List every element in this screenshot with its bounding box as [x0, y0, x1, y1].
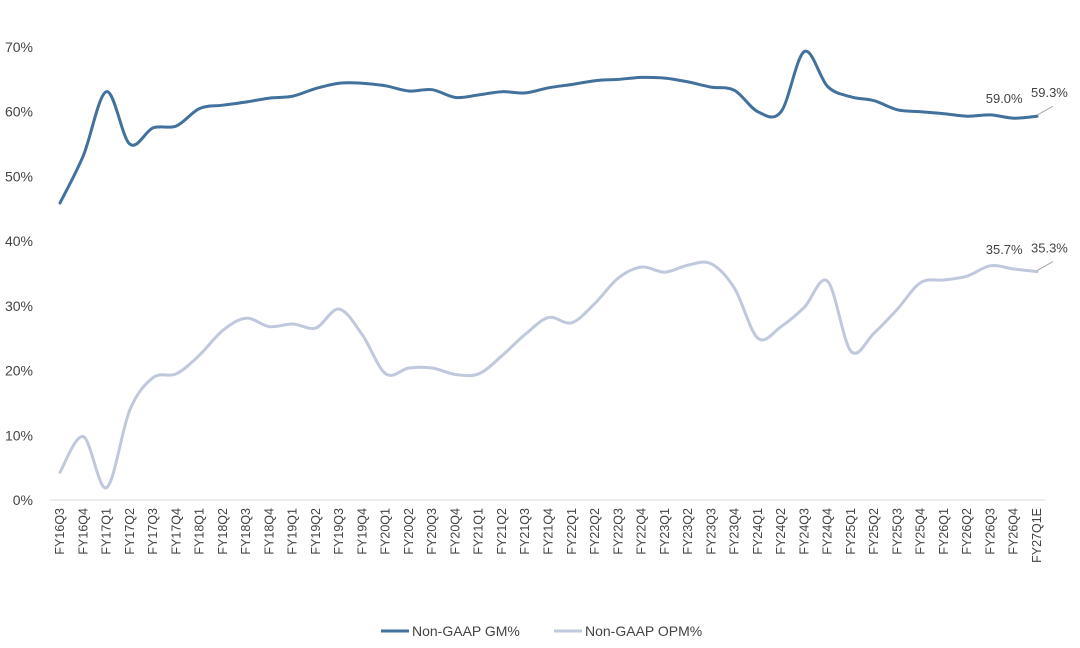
x-tick-label: FY23Q2 — [681, 508, 695, 555]
data-label-opm: 35.3% — [1031, 241, 1068, 256]
y-tick-label: 30% — [5, 298, 33, 314]
x-tick-label: FY21Q3 — [518, 508, 532, 555]
x-tick-label: FY22Q4 — [635, 508, 649, 555]
data-label-leader — [1036, 105, 1054, 116]
y-tick-label: 50% — [5, 168, 33, 184]
legend-label-gm: Non-GAAP GM% — [412, 623, 520, 639]
data-label-leader — [1036, 261, 1054, 271]
data-label-gm: 59.3% — [1031, 85, 1068, 100]
x-tick-label: FY22Q1 — [565, 508, 579, 555]
x-tick-label: FY22Q3 — [611, 508, 625, 555]
x-tick-label: FY25Q4 — [914, 508, 928, 555]
x-tick-label: FY24Q1 — [751, 508, 765, 555]
x-tick-label: FY25Q3 — [890, 508, 904, 555]
x-tick-label: FY23Q3 — [704, 508, 718, 555]
y-axis: 0% 10% 20% 30% 40% 50% 60% 70% — [5, 39, 33, 508]
x-tick-label: FY24Q3 — [797, 508, 811, 555]
data-label-gm: 59.0% — [986, 91, 1023, 106]
legend-label-opm: Non-GAAP OPM% — [585, 623, 702, 639]
x-tick-label: FY17Q1 — [100, 508, 114, 555]
x-tick-label: FY25Q1 — [844, 508, 858, 555]
legend-item-gm: Non-GAAP GM% — [381, 623, 520, 639]
y-tick-label: 40% — [5, 233, 33, 249]
y-tick-label: 20% — [5, 363, 33, 379]
series-line-opm — [58, 260, 1039, 490]
x-tick-label: FY23Q1 — [658, 508, 672, 555]
series-layer — [58, 49, 1039, 490]
x-tick-label: FY26Q4 — [1007, 508, 1021, 555]
x-tick-label: FY19Q4 — [355, 508, 369, 555]
x-tick-label: FY18Q4 — [262, 508, 276, 555]
x-tick-label: FY20Q2 — [402, 508, 416, 555]
x-tick-label: FY18Q1 — [193, 508, 207, 555]
x-tick-label: FY21Q4 — [542, 508, 556, 555]
x-tick-label: FY24Q4 — [821, 508, 835, 555]
x-tick-label: FY27Q1E — [1030, 508, 1044, 563]
x-tick-label: FY18Q3 — [239, 508, 253, 555]
x-tick-label: FY21Q1 — [472, 508, 486, 555]
x-tick-label: FY19Q3 — [332, 508, 346, 555]
series-line-gm — [58, 49, 1039, 205]
x-axis: FY16Q3 FY16Q4 FY17Q1 FY17Q2 FY17Q3 FY17Q4 FY18… — [53, 508, 1044, 563]
x-tick-label: FY20Q4 — [448, 508, 462, 555]
x-tick-label: FY24Q2 — [774, 508, 788, 555]
x-tick-label: FY21Q2 — [495, 508, 509, 555]
legend-item-opm: Non-GAAP OPM% — [554, 623, 702, 639]
data-label-opm: 35.7% — [986, 242, 1023, 257]
x-tick-label: FY17Q2 — [123, 508, 137, 555]
x-tick-label: FY25Q2 — [867, 508, 881, 555]
x-tick-label: FY22Q2 — [588, 508, 602, 555]
x-tick-label: FY26Q2 — [960, 508, 974, 555]
x-tick-label: FY19Q2 — [309, 508, 323, 555]
x-tick-label: FY16Q4 — [76, 508, 90, 555]
y-tick-label: 0% — [13, 492, 33, 508]
y-tick-label: 70% — [5, 39, 33, 55]
x-tick-label: FY26Q1 — [937, 508, 951, 555]
x-tick-label: FY23Q4 — [728, 508, 742, 555]
x-tick-label: FY17Q4 — [169, 508, 183, 555]
legend: Non-GAAP GM% Non-GAAP OPM% — [381, 623, 702, 639]
y-tick-label: 10% — [5, 427, 33, 443]
x-tick-label: FY26Q3 — [983, 508, 997, 555]
x-tick-label: FY17Q3 — [146, 508, 160, 555]
data-labels: 59.0% 59.3% 35.7% 35.3% — [986, 85, 1068, 271]
x-tick-label: FY19Q1 — [286, 508, 300, 555]
x-tick-label: FY18Q2 — [216, 508, 230, 555]
x-tick-label: FY20Q3 — [425, 508, 439, 555]
x-tick-label: FY16Q3 — [53, 508, 67, 555]
x-tick-label: FY20Q1 — [379, 508, 393, 555]
y-tick-label: 60% — [5, 104, 33, 120]
